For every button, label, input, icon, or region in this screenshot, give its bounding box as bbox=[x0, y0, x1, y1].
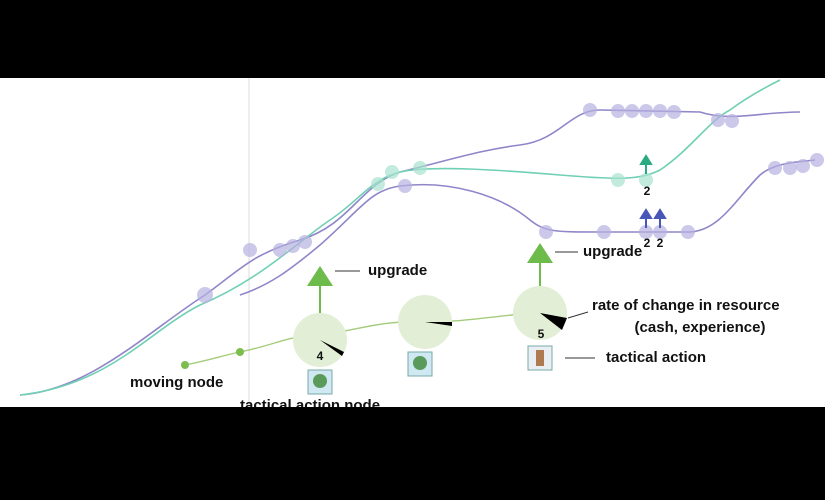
bottom-band bbox=[0, 407, 825, 500]
label: tactical action bbox=[606, 349, 706, 366]
label: moving node bbox=[130, 374, 223, 391]
label: (cash, experience) bbox=[635, 319, 766, 336]
label: upgrade bbox=[368, 262, 427, 279]
label: upgrade bbox=[583, 243, 642, 260]
resource-nodes bbox=[293, 243, 567, 395]
node-count: 5 bbox=[538, 327, 545, 341]
node-count: 4 bbox=[317, 349, 324, 363]
upgrade-arrows bbox=[639, 154, 667, 228]
label: rate of change in resource bbox=[592, 297, 780, 314]
path-line bbox=[239, 159, 816, 296]
leader-line bbox=[567, 311, 589, 319]
path-nodes bbox=[181, 103, 824, 369]
upgrade-count: 2 bbox=[644, 236, 651, 250]
upgrade-count: 2 bbox=[657, 236, 664, 250]
upgrade-count: 2 bbox=[644, 184, 651, 198]
